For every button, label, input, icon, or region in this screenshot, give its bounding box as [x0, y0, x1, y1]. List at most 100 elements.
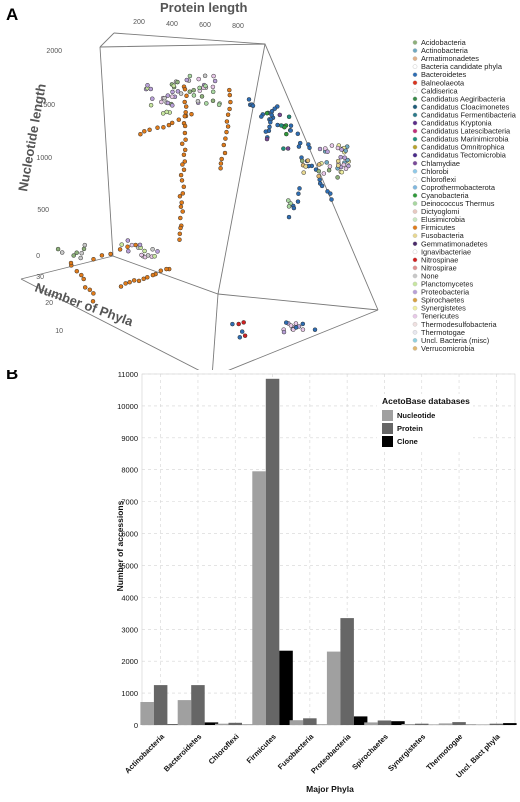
scatter-point	[166, 101, 170, 105]
scatter-point	[151, 273, 155, 277]
legend-title: AcetoBase databases	[382, 396, 470, 406]
scatter-point	[91, 299, 95, 303]
bar-protein	[191, 685, 205, 725]
scatter-point	[287, 115, 291, 119]
protein-tick: 400	[166, 21, 178, 28]
phyla-tick: 10	[55, 328, 63, 335]
scatter-point	[56, 247, 60, 251]
scatter-point	[178, 232, 182, 236]
legend-marker	[413, 121, 417, 125]
scatter-point	[126, 249, 130, 253]
scatter-point	[179, 173, 183, 177]
legend-marker	[413, 105, 417, 109]
scatter-point	[268, 120, 272, 124]
scatter-point	[83, 243, 87, 247]
box-frame	[21, 33, 378, 370]
legend-swatch	[382, 410, 393, 421]
scatter-point	[287, 215, 291, 219]
scatter-point	[259, 115, 263, 119]
scatter-point	[149, 103, 153, 107]
scatter-point	[318, 147, 322, 151]
scatter-point	[308, 146, 312, 150]
x-tick-label: Bacteroidetes	[162, 732, 203, 773]
scatter-point	[60, 251, 64, 255]
scatter-point	[270, 113, 274, 117]
scatter-point	[228, 93, 232, 97]
scatter-point	[153, 254, 157, 258]
legend-marker	[413, 57, 417, 61]
legend-marker	[413, 282, 417, 286]
scatter-point	[203, 74, 207, 78]
phyla-tick: 30	[36, 274, 44, 281]
scatter-point	[300, 159, 304, 163]
scatter-point	[185, 94, 189, 98]
legend-marker	[413, 290, 417, 294]
protein-axis: Protein length 200 400 600 800	[133, 0, 247, 30]
scatter-point	[228, 100, 232, 104]
scatter-point	[279, 124, 283, 128]
scatter-point	[228, 107, 232, 111]
scatter-point	[178, 216, 182, 220]
scatter-point	[82, 247, 86, 251]
bar-nucleotide	[215, 724, 229, 725]
scatter-point	[264, 130, 268, 134]
scatter-point	[286, 199, 290, 203]
x-tick-label: Actinobacteria	[123, 731, 167, 775]
legend-marker	[413, 314, 417, 318]
scatter-point	[320, 184, 324, 188]
scatter-point	[223, 151, 227, 155]
panel-b-letter: B	[6, 370, 18, 383]
y-axis-title: Number of accessions	[115, 500, 125, 591]
scatter-point	[156, 249, 160, 253]
scatter-point	[170, 103, 174, 107]
scatter-point	[140, 253, 144, 257]
legend-marker	[413, 137, 417, 141]
scatter-point	[336, 146, 340, 150]
scatter-point	[177, 118, 181, 122]
bar-protein	[154, 685, 168, 725]
y-tick-label: 10000	[117, 402, 138, 411]
bar-protein	[229, 723, 243, 725]
bar-clone	[503, 723, 516, 725]
y-tick-label: 0	[134, 721, 138, 730]
scatter-point	[183, 100, 187, 104]
scatter-point	[182, 168, 186, 172]
legend-marker	[413, 89, 417, 93]
legend-marker	[413, 346, 417, 350]
scatter-point	[126, 245, 130, 249]
bar-protein	[303, 718, 317, 725]
scatter-point	[243, 334, 247, 338]
scatter-point	[301, 328, 305, 332]
scatter-point	[183, 87, 187, 91]
scatter-point	[289, 124, 293, 128]
legend-series-label: Nucleotide	[397, 411, 435, 420]
scatter-3d-plot: A Protein length 200 400 600 800 Nucleot…	[0, 0, 520, 370]
scatter-point	[313, 328, 317, 332]
scatter-point	[151, 247, 155, 251]
scatter-point	[328, 192, 332, 196]
phyla-tick: 20	[45, 300, 53, 307]
scatter-point	[120, 243, 124, 247]
scatter-point	[226, 113, 230, 117]
scatter-point	[298, 186, 302, 190]
legend-marker	[413, 169, 417, 173]
x-tick-label: Thermotogae	[424, 732, 464, 772]
scatter-point	[164, 267, 168, 271]
scatter-point	[82, 277, 86, 281]
scatter-point	[190, 112, 194, 116]
scatter-point	[80, 251, 84, 255]
bar-nucleotide	[364, 722, 378, 725]
scatter-point	[192, 93, 196, 97]
scatter-point	[118, 247, 122, 251]
scatter-point	[317, 174, 321, 178]
protein-axis-title: Protein length	[160, 0, 247, 15]
scatter-point	[142, 129, 146, 133]
scatter-point	[148, 128, 152, 132]
bar-nucleotide	[476, 724, 490, 725]
scatter-point	[212, 74, 216, 78]
scatter-point	[146, 253, 150, 257]
legend-marker	[413, 266, 417, 270]
scatter-point	[171, 90, 175, 94]
scatter-point	[339, 155, 343, 159]
scatter-point	[327, 168, 331, 172]
